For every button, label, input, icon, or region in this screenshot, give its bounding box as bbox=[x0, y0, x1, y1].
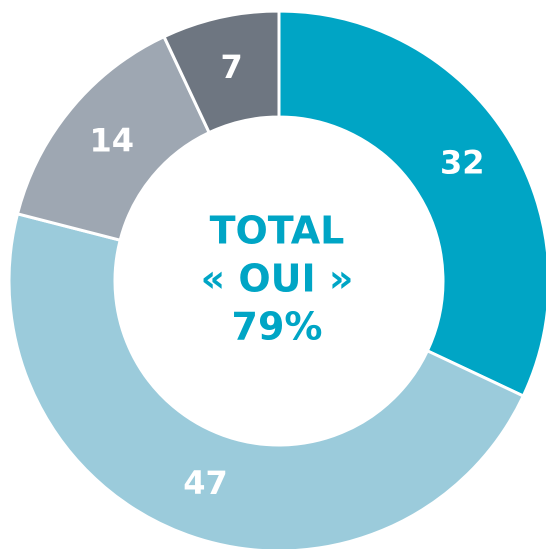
value-label: 47 bbox=[183, 464, 228, 502]
center-label: « OUI » bbox=[201, 257, 354, 301]
value-label: 14 bbox=[90, 122, 135, 160]
donut-slice bbox=[162, 9, 281, 135]
donut-slice bbox=[277, 9, 546, 398]
value-label: 7 bbox=[221, 48, 243, 86]
value-label: 32 bbox=[440, 144, 485, 182]
donut-slice bbox=[7, 212, 526, 549]
center-label: TOTAL bbox=[210, 209, 345, 253]
center-label: 79% bbox=[232, 305, 323, 349]
